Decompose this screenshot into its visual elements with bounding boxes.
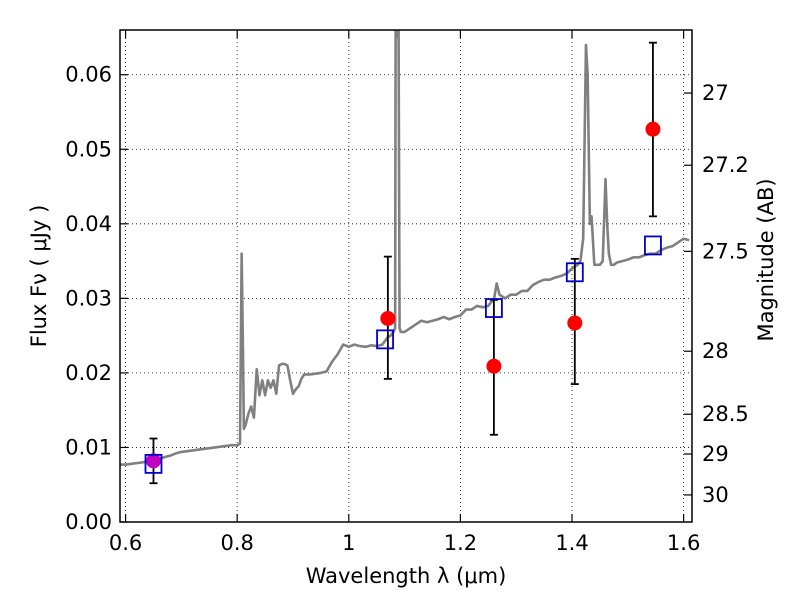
right-tick-label: 29 — [702, 442, 729, 466]
observed-point — [645, 121, 661, 137]
right-axis-label: Magnitude (AB) — [754, 178, 778, 341]
y-axis-ticks: 0.00 0.01 0.02 0.03 0.04 0.05 0.06 — [65, 63, 128, 534]
model-photometry-point — [484, 298, 503, 318]
x-axis-label: Wavelength λ (μm) — [306, 564, 507, 588]
x-axis-ticks: 0.6 0.8 1 1.2 1.4 1.6 — [109, 30, 700, 555]
y-tick-label: 0.03 — [65, 286, 112, 310]
right-tick-label: 28.5 — [702, 402, 749, 426]
y-axis-label: Flux Fν ( μJy ) — [27, 205, 51, 348]
x-tick-label: 0.8 — [220, 531, 253, 555]
model-photometry-point — [376, 329, 394, 350]
right-tick-label: 30 — [702, 483, 729, 507]
observed-point — [486, 358, 502, 374]
observed-points — [144, 121, 662, 474]
model-spectrum-line — [120, 30, 690, 466]
x-tick-label: 1 — [342, 531, 355, 555]
y-tick-label: 0.00 — [65, 510, 112, 534]
x-tick-label: 0.6 — [109, 531, 142, 555]
right-tick-label: 27.5 — [702, 239, 749, 263]
observed-point — [567, 315, 583, 331]
model-photometry-point — [144, 453, 163, 474]
right-axis-ticks: 27 27.2 27.5 28 28.5 29 30 — [684, 81, 749, 507]
y-tick-label: 0.06 — [65, 63, 112, 87]
y-tick-label: 0.01 — [65, 435, 112, 459]
y-tick-label: 0.04 — [65, 212, 112, 236]
plot-frame — [119, 29, 693, 523]
right-tick-label: 28 — [702, 339, 729, 363]
x-tick-label: 1.4 — [555, 531, 588, 555]
right-tick-label: 27 — [702, 81, 729, 105]
y-tick-label: 0.02 — [65, 361, 112, 385]
observed-point — [380, 310, 396, 326]
model-photometry-point — [565, 262, 584, 283]
right-tick-label: 27.2 — [702, 153, 749, 177]
x-tick-label: 1.2 — [444, 531, 477, 555]
model-photometry-point — [644, 235, 662, 256]
x-tick-label: 1.6 — [667, 531, 700, 555]
observed-point — [145, 453, 161, 469]
y-tick-label: 0.05 — [65, 137, 112, 161]
model-spectrum — [120, 30, 690, 466]
